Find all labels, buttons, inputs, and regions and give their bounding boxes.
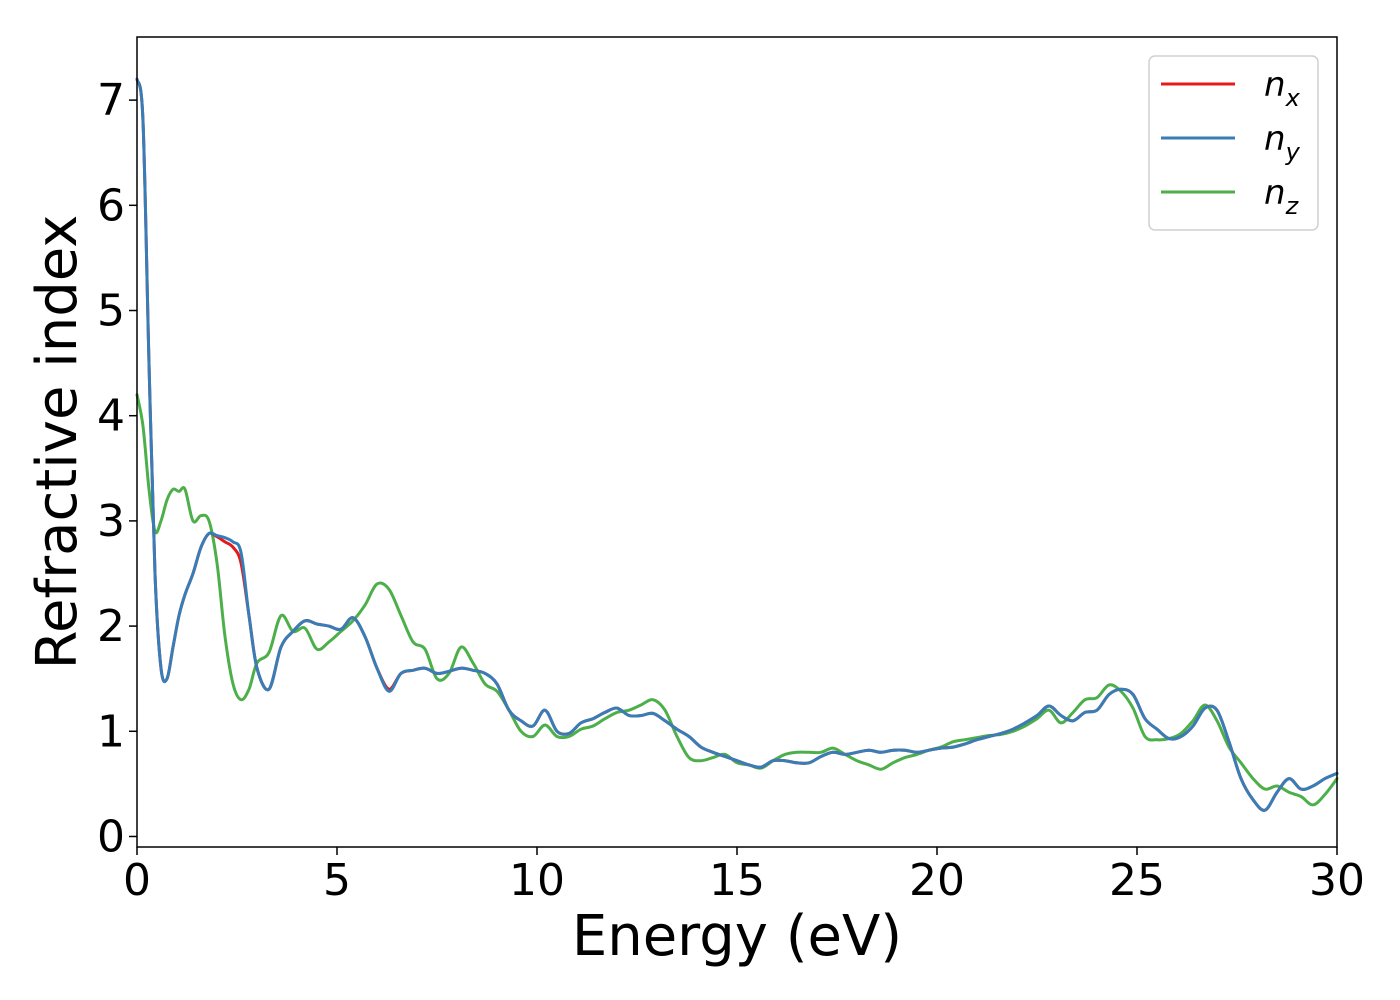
y-tick-label: 5 [97,286,125,337]
x-axis-ticks: 0 5 10 15 20 25 30 [123,847,1365,906]
x-tick-label: 30 [1309,855,1365,906]
y-axis-ticks: 0 1 2 3 4 5 6 7 [97,75,137,862]
legend-label-n-y: ny [1264,119,1301,166]
y-tick-label: 2 [97,601,125,652]
y-tick-label: 0 [97,811,125,862]
y-tick-label: 1 [97,706,125,757]
series-lines [135,77,1339,812]
y-tick-label: 6 [97,180,125,231]
x-tick-label: 10 [509,855,565,906]
series-line-n-z [135,393,1339,807]
legend-label-n-z: nz [1264,173,1300,220]
x-axis-title: Energy (eV) [572,904,902,969]
plot-area [137,37,1337,847]
y-tick-label: 7 [97,75,125,126]
legend-entries: nx ny nz [1161,65,1301,220]
legend-box [1148,55,1319,231]
x-tick-label: 0 [123,855,151,906]
y-axis-title: Refractive index [25,215,90,670]
y-tick-label: 4 [97,391,125,442]
y-tick-label: 3 [97,496,125,547]
legend-label-n-x: nx [1264,65,1301,112]
legend: nx ny nz [1148,55,1319,231]
series-line-n-y [135,77,1339,812]
x-tick-label: 20 [909,855,965,906]
x-tick-label: 15 [709,855,765,906]
x-tick-label: 25 [1109,855,1165,906]
x-tick-label: 5 [323,855,351,906]
